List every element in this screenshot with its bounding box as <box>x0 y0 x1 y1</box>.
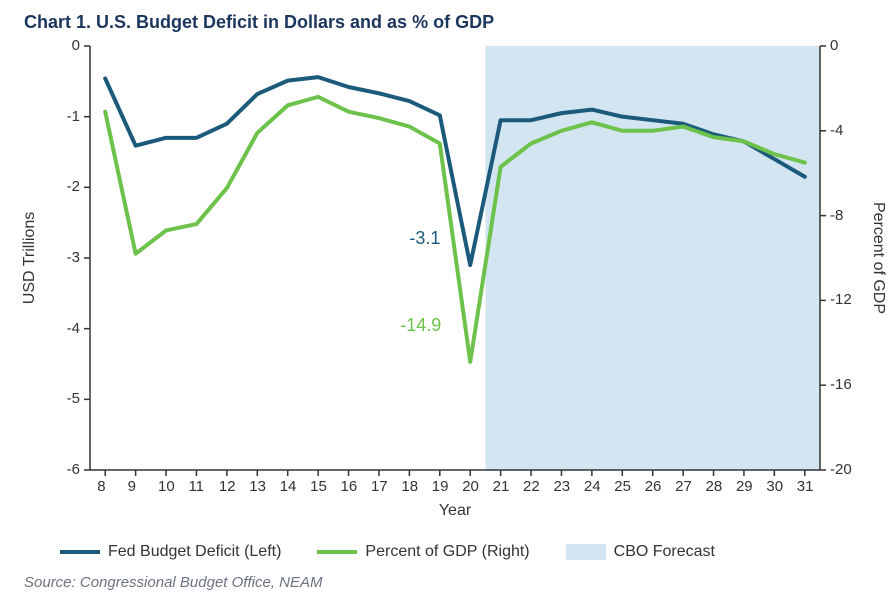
y-right-tick: -4 <box>830 122 843 139</box>
x-tick: 30 <box>766 478 783 495</box>
x-tick: 21 <box>493 478 510 495</box>
x-tick: 12 <box>219 478 236 495</box>
legend-item: Percent of GDP (Right) <box>317 543 529 561</box>
legend: Fed Budget Deficit (Left) Percent of GDP … <box>60 543 715 561</box>
y-axis-left-label: USD Trillions <box>21 212 39 304</box>
x-tick: 27 <box>675 478 692 495</box>
chart-container: Chart 1. U.S. Budget Deficit in Dollars … <box>0 0 890 601</box>
y-right-tick: -8 <box>830 207 843 224</box>
y-left-tick: -2 <box>67 178 80 195</box>
legend-line-icon <box>317 550 357 554</box>
x-tick: 15 <box>310 478 327 495</box>
x-tick: 16 <box>341 478 358 495</box>
legend-label: Percent of GDP (Right) <box>365 543 529 561</box>
x-tick: 25 <box>614 478 631 495</box>
y-right-tick: -12 <box>830 291 852 308</box>
x-tick: 22 <box>523 478 540 495</box>
y-left-tick: -4 <box>67 320 80 337</box>
legend-label: CBO Forecast <box>614 543 715 561</box>
y-right-tick: 0 <box>830 37 838 54</box>
y-left-tick: -6 <box>67 461 80 478</box>
annotation: -3.1 <box>409 228 440 249</box>
x-tick: 29 <box>736 478 753 495</box>
x-tick: 19 <box>432 478 449 495</box>
x-tick: 14 <box>280 478 297 495</box>
source-text: Source: Congressional Budget Office, NEA… <box>24 574 322 591</box>
annotation: -14.9 <box>400 315 441 336</box>
y-right-tick: -16 <box>830 376 852 393</box>
y-axis-right-label: Percent of GDP <box>869 202 887 314</box>
x-axis-label: Year <box>439 502 471 520</box>
x-tick: 18 <box>401 478 418 495</box>
y-left-tick: -3 <box>67 249 80 266</box>
y-left-tick: -1 <box>67 108 80 125</box>
y-right-tick: -20 <box>830 461 852 478</box>
legend-label: Fed Budget Deficit (Left) <box>108 543 281 561</box>
x-tick: 11 <box>188 478 204 495</box>
y-left-tick: -5 <box>67 390 80 407</box>
x-tick: 17 <box>371 478 388 495</box>
x-tick: 24 <box>584 478 601 495</box>
x-tick: 31 <box>797 478 814 495</box>
x-tick: 10 <box>158 478 175 495</box>
legend-item: CBO Forecast <box>566 543 715 561</box>
x-tick: 23 <box>553 478 570 495</box>
legend-box-icon <box>566 544 606 560</box>
x-tick: 9 <box>128 478 136 495</box>
x-tick: 13 <box>249 478 266 495</box>
x-tick: 20 <box>462 478 479 495</box>
x-tick: 8 <box>97 478 105 495</box>
legend-line-icon <box>60 550 100 554</box>
legend-item: Fed Budget Deficit (Left) <box>60 543 281 561</box>
y-left-tick: 0 <box>72 37 80 54</box>
x-tick: 28 <box>706 478 723 495</box>
x-tick: 26 <box>645 478 662 495</box>
